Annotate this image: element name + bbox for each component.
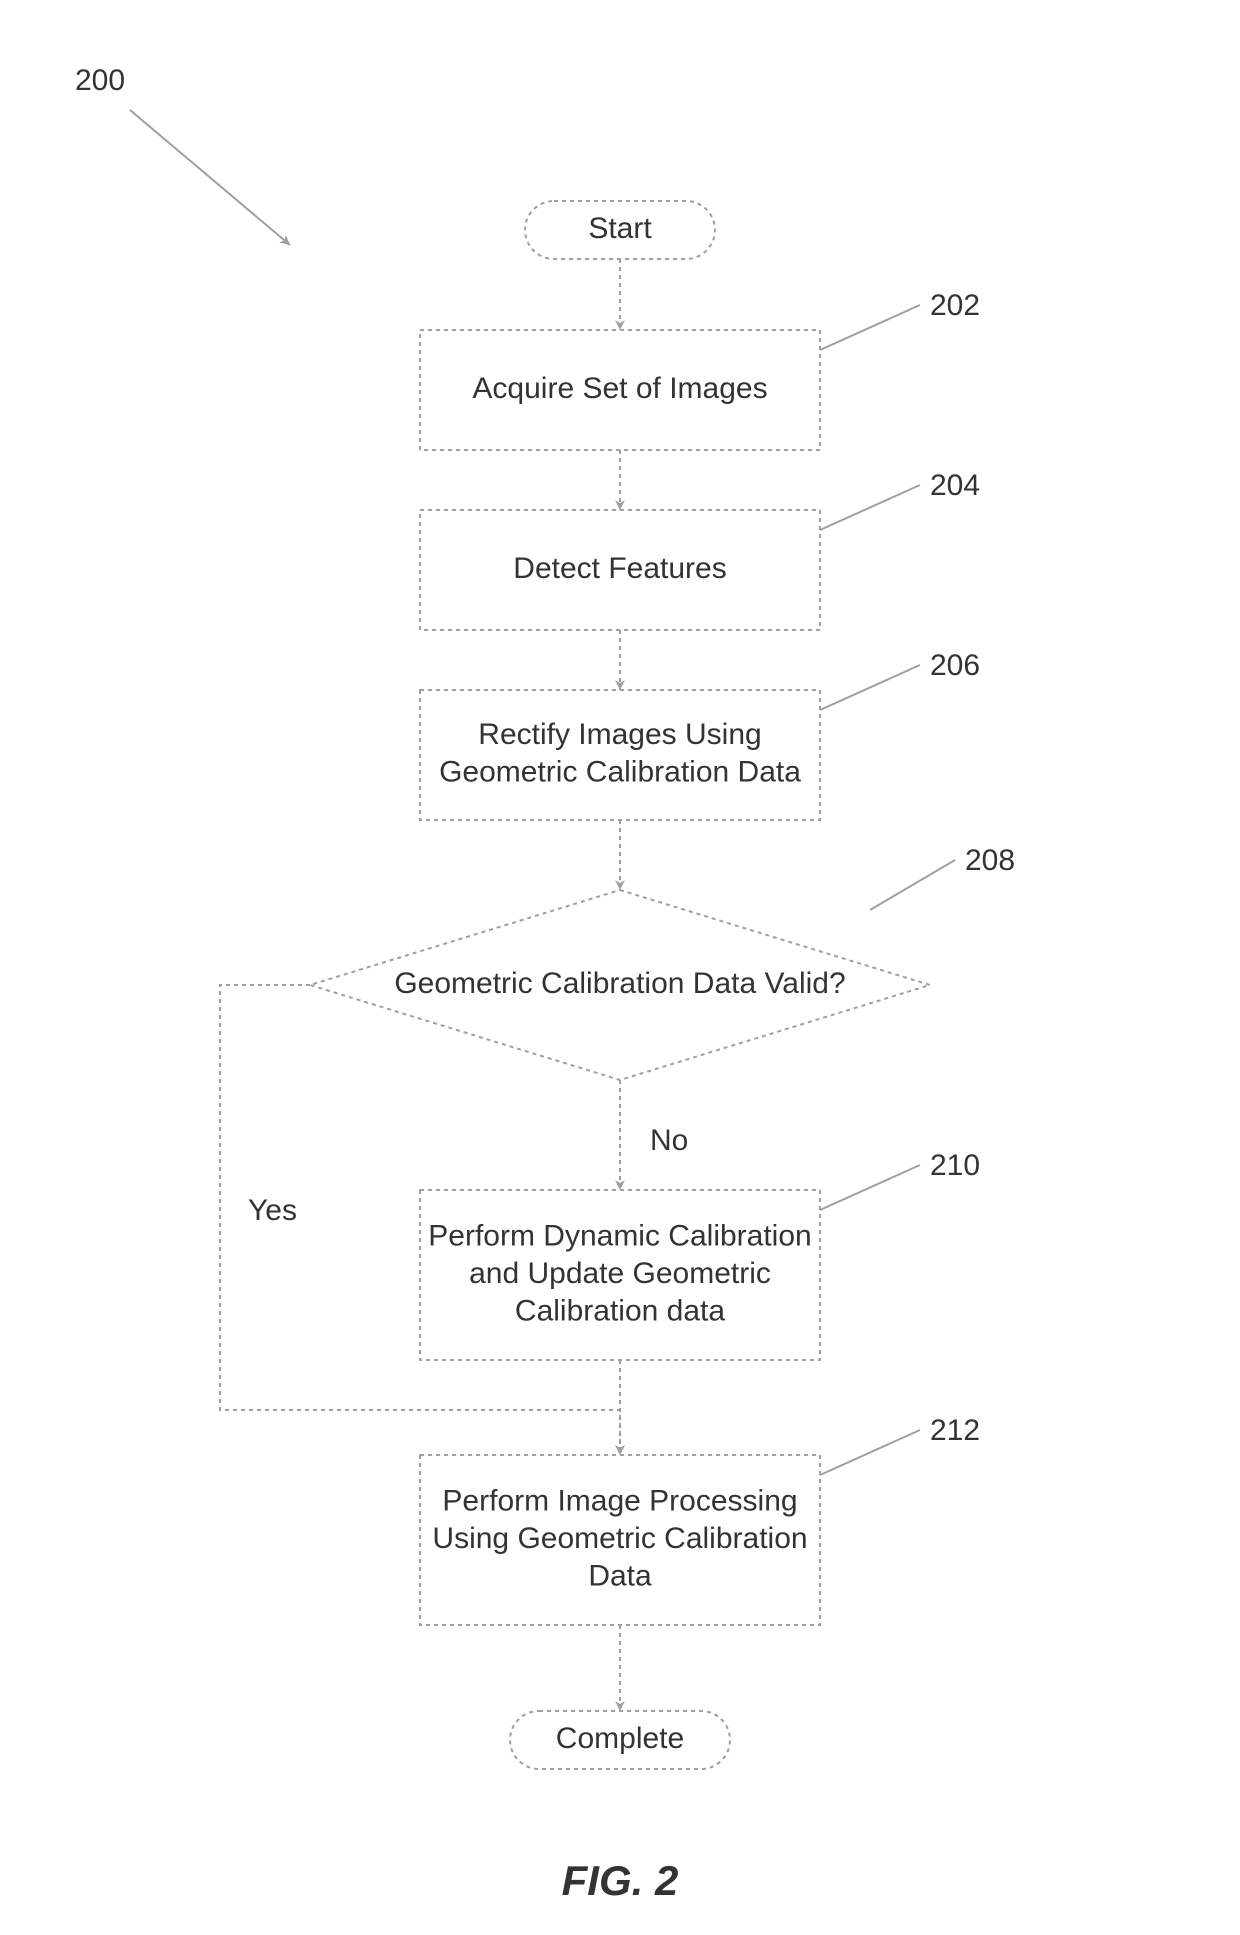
node-n202: Acquire Set of Images bbox=[420, 330, 820, 450]
node-n206: Rectify Images UsingGeometric Calibratio… bbox=[420, 690, 820, 820]
node-complete-label: Complete bbox=[556, 1722, 684, 1755]
node-n206-label: Rectify Images UsingGeometric Calibratio… bbox=[439, 718, 801, 789]
node-n208-label: Geometric Calibration Data Valid? bbox=[394, 967, 845, 1000]
node-start: Start bbox=[525, 201, 715, 259]
edge-208-no-210-label: No bbox=[650, 1124, 688, 1157]
edge-208-yes-212-label: Yes bbox=[248, 1194, 297, 1227]
node-n210-label: Perform Dynamic Calibrationand Update Ge… bbox=[428, 1219, 811, 1327]
node-n204: Detect Features bbox=[420, 510, 820, 630]
figure-caption: FIG. 2 bbox=[562, 1857, 679, 1904]
callout-text-n202: 202 bbox=[930, 289, 980, 322]
node-n210: Perform Dynamic Calibrationand Update Ge… bbox=[420, 1190, 820, 1360]
callout-line-n202 bbox=[820, 305, 920, 350]
node-n212-label: Perform Image ProcessingUsing Geometric … bbox=[432, 1484, 807, 1592]
callout-text-n204: 204 bbox=[930, 469, 980, 502]
callout-line-n210 bbox=[820, 1165, 920, 1210]
callout-text-n210: 210 bbox=[930, 1149, 980, 1182]
figure-ref-arrow bbox=[130, 110, 290, 245]
callout-text-n212: 212 bbox=[930, 1414, 980, 1447]
callout-line-n208 bbox=[870, 860, 955, 910]
node-start-label: Start bbox=[588, 212, 652, 245]
node-n208: Geometric Calibration Data Valid? bbox=[310, 890, 930, 1080]
callout-text-n208: 208 bbox=[965, 844, 1015, 877]
figure-ref-number: 200 bbox=[75, 64, 125, 97]
callout-line-n206 bbox=[820, 665, 920, 710]
node-n212: Perform Image ProcessingUsing Geometric … bbox=[420, 1455, 820, 1625]
callout-line-n212 bbox=[820, 1430, 920, 1475]
node-n202-label: Acquire Set of Images bbox=[472, 372, 767, 405]
node-n204-label: Detect Features bbox=[513, 552, 726, 585]
callout-line-n204 bbox=[820, 485, 920, 530]
callout-text-n206: 206 bbox=[930, 649, 980, 682]
node-complete: Complete bbox=[510, 1711, 730, 1769]
